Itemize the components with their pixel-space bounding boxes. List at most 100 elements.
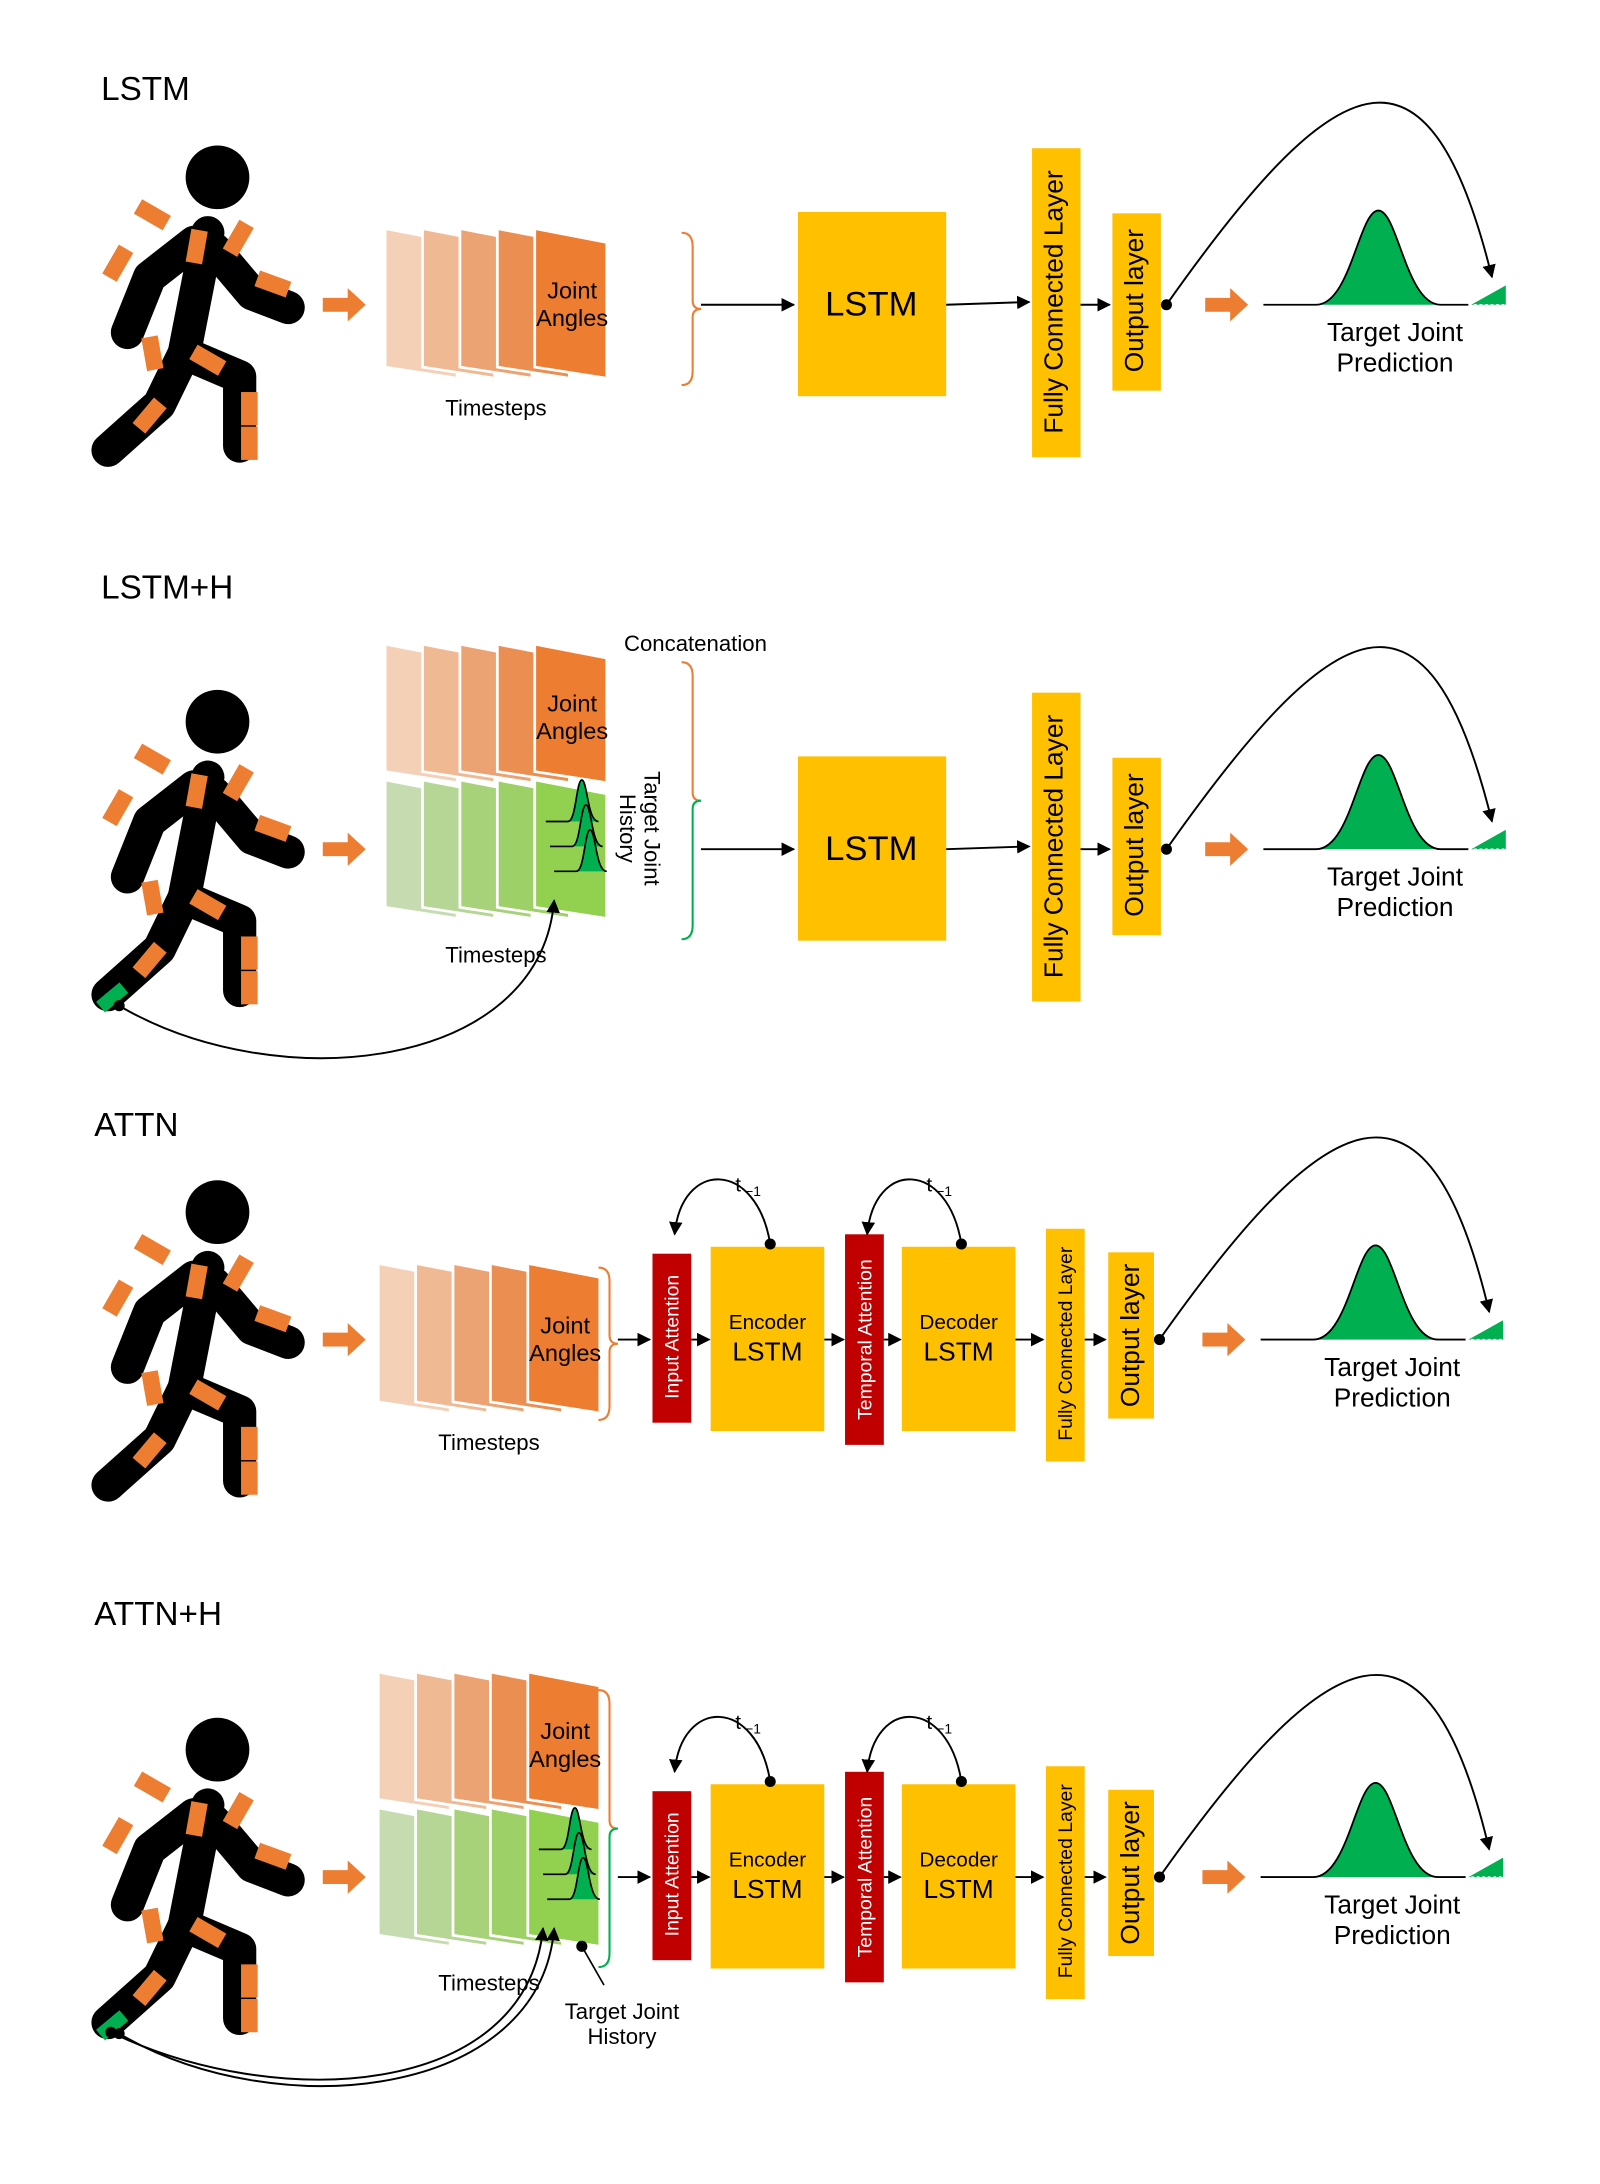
person-head — [185, 689, 250, 754]
prediction-label: Target Joint Prediction — [1324, 1353, 1461, 1414]
sensor — [189, 344, 227, 376]
sensor — [132, 941, 167, 979]
timestep-frame — [526, 1670, 602, 1813]
feedback-arrow — [861, 1178, 963, 1245]
sensor — [241, 1998, 258, 2033]
distribution — [1313, 1245, 1438, 1340]
brace — [681, 307, 702, 387]
panel-title: ATTN+H — [94, 1596, 222, 1634]
sensor — [241, 1964, 258, 1998]
timesteps-label: Timesteps — [438, 1432, 540, 1456]
history-link — [118, 899, 560, 1060]
sensor — [102, 1279, 134, 1317]
feedback-arrow — [669, 1178, 772, 1245]
lstm-label: LSTM — [825, 284, 918, 324]
sensor — [222, 1254, 254, 1292]
joint-angles-label: Joint Angles — [536, 690, 609, 744]
feedback-arrow — [669, 1715, 772, 1782]
sensor — [133, 1234, 171, 1266]
history-curve — [547, 1856, 601, 1901]
feedback-label: t −1 — [735, 1711, 761, 1738]
person-limb — [198, 1267, 305, 1359]
distribution-line — [1263, 209, 1469, 306]
sensor — [189, 1379, 227, 1411]
sensor — [102, 789, 134, 827]
dot — [955, 1775, 967, 1788]
dot — [105, 2026, 117, 2038]
decoder-box — [901, 1784, 1016, 1969]
lstm-box — [797, 211, 947, 397]
dot — [764, 1238, 776, 1250]
distribution-line — [1260, 1244, 1466, 1341]
joint-angles-label: Joint Angles — [529, 1312, 602, 1366]
sensor — [133, 199, 171, 231]
fc-box — [1032, 148, 1081, 458]
feedback-sub: −1 — [936, 1722, 953, 1738]
timestep-frame — [533, 226, 609, 380]
flow-arrow — [322, 288, 366, 322]
sensor — [254, 1842, 292, 1870]
output-box — [1112, 757, 1161, 936]
sensor — [102, 1816, 134, 1855]
person-head — [185, 1180, 250, 1244]
feedback-label: t −1 — [926, 1174, 952, 1201]
predicted-tail — [1468, 1857, 1504, 1878]
target-sensor — [96, 2010, 129, 2041]
sensor — [241, 971, 258, 1005]
decoder-model: LSTM — [923, 1875, 994, 1905]
input-attention-box — [652, 1791, 692, 1961]
feedback-label: t −1 — [926, 1711, 952, 1738]
lstm-box — [797, 756, 947, 941]
sensor — [133, 743, 171, 775]
brace — [598, 1827, 618, 1969]
flow-arrow — [1202, 1322, 1246, 1357]
distribution — [1313, 1782, 1438, 1878]
joint-angles-label: Joint Angles — [529, 1718, 602, 1772]
temporal-attention-box — [845, 1771, 884, 1983]
sensor — [132, 397, 167, 434]
sensor — [141, 1370, 164, 1406]
flow-arrow — [1205, 288, 1249, 322]
arrow — [946, 295, 1031, 310]
feedback-base: t — [735, 1711, 741, 1735]
distribution-line — [1263, 754, 1469, 851]
person-limb — [91, 336, 201, 467]
input-attention-label: Input Attention — [660, 1812, 683, 1937]
brace — [598, 1266, 618, 1345]
fc-box — [1032, 692, 1081, 1002]
prediction-arrow — [1165, 101, 1496, 306]
flow-arrow — [1202, 1860, 1246, 1894]
feedback-label: t −1 — [735, 1174, 761, 1201]
panel-title: LSTM — [101, 70, 190, 109]
sensor — [185, 773, 208, 809]
history-pointer — [581, 1945, 605, 1986]
prediction-arrow — [1165, 646, 1496, 850]
sensor — [254, 270, 292, 298]
temporal-attention-label: Temporal Attention — [853, 1259, 876, 1420]
predicted-tail — [1471, 829, 1506, 850]
encoder-model: LSTM — [732, 1875, 803, 1905]
feedback-sub: −1 — [745, 1722, 761, 1738]
encoder-box — [710, 1784, 825, 1969]
output-box — [1108, 1789, 1154, 1957]
decoder-box — [901, 1246, 1016, 1432]
output-label: Output layer — [1120, 228, 1150, 373]
sensor — [185, 228, 208, 265]
dot — [576, 1940, 588, 1952]
sensor — [241, 1426, 258, 1461]
output-label: Output layer — [1120, 773, 1150, 917]
fc-label: Fully Connected Layer — [1054, 1246, 1077, 1441]
feedback-arrow — [861, 1715, 963, 1782]
sensor — [132, 1969, 167, 2006]
fc-label: Fully Connected Layer — [1040, 170, 1070, 434]
joint-angles-label: Joint Angles — [536, 277, 609, 332]
person-limb — [91, 1371, 201, 1502]
output-box — [1108, 1252, 1154, 1419]
distribution — [1316, 754, 1441, 850]
sensor — [141, 335, 164, 372]
temporal-attention-label: Temporal Attention — [853, 1796, 876, 1958]
sensor — [222, 219, 254, 257]
person-limb — [110, 1798, 211, 1922]
dot — [113, 1000, 125, 1012]
